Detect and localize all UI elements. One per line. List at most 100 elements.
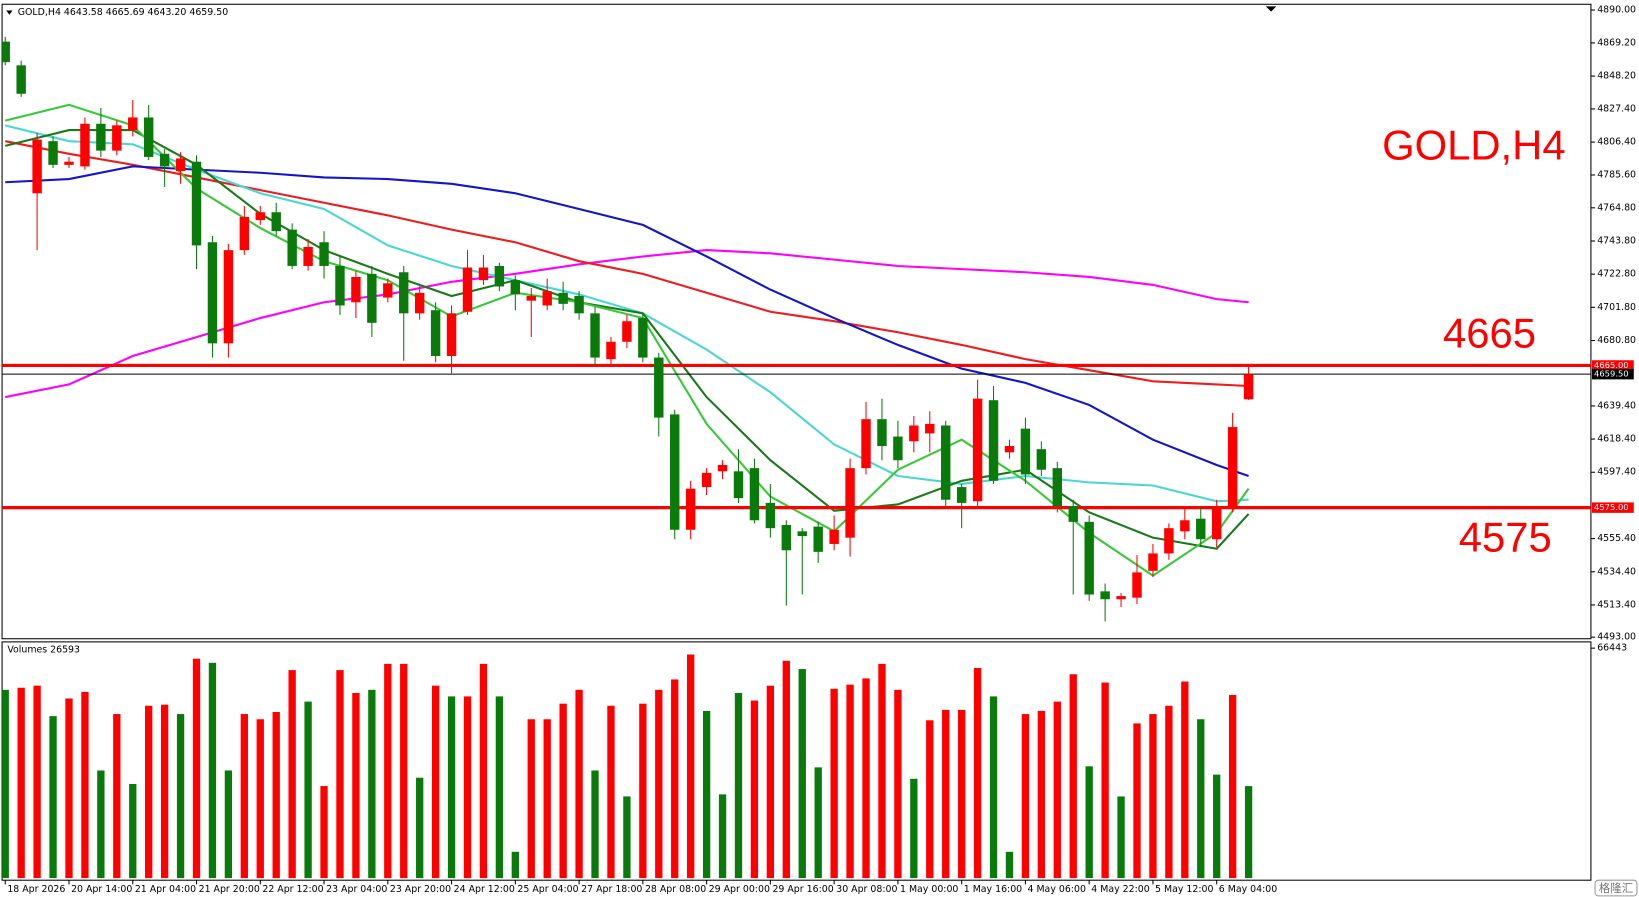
candle-body [1020,428,1031,475]
volume-bar [734,692,743,879]
candle-body [48,141,58,165]
candle-body [797,531,807,537]
volume-bar [1069,674,1077,879]
volume-bar [671,679,679,879]
volume-bar [1244,786,1253,879]
y-tick-label: 4722.80 [1597,269,1636,280]
x-tick-label: 28 Apr 08:00 [645,884,706,895]
candle-body [829,529,839,544]
y-tick-label: 4743.80 [1597,235,1636,246]
volume-bar [1037,710,1046,879]
candle-body [367,273,377,323]
volume-bar [368,689,376,879]
price-tag-label: 4659.50 [1594,369,1629,379]
candle-body [781,525,792,551]
candle-body [32,139,42,194]
volume-bar [431,685,440,879]
volume-bar [1053,701,1061,879]
y-tick-label: 4639.40 [1597,400,1636,411]
volume-bar [400,663,408,879]
candle-body [159,153,170,167]
candle-body [717,464,728,472]
volume-bar [129,783,137,879]
candle-body [462,267,473,312]
volume-bar [1181,681,1189,879]
candle-body [335,265,345,306]
volume-bar [910,778,918,879]
x-tick-label: 25 Apr 04:00 [517,884,578,895]
candle-body [909,425,919,442]
candle-body [972,398,983,502]
volume-bar [1133,723,1141,879]
candle-body [175,158,186,172]
candle-body [733,471,744,499]
volume-bar [942,709,950,879]
volume-bar [926,720,934,879]
volume-bar [878,663,886,879]
volume-bar [1005,851,1014,879]
candle-body [303,246,313,266]
volume-bar [655,689,663,879]
volume-bar [2,689,9,879]
volume-bar [384,663,392,879]
candle-body [1100,591,1110,600]
x-tick-label: 22 Apr 12:00 [262,884,323,895]
volume-bar [97,770,105,879]
x-tick-label: 21 Apr 04:00 [135,884,196,895]
candle-body [207,242,218,344]
volume-bar [973,668,982,879]
candle-body [1116,596,1126,600]
candle-body [510,280,521,295]
x-tick-label: 1 May 16:00 [964,884,1022,895]
volume-bar [336,670,344,879]
candle-body [765,502,776,529]
volume-bar [479,663,488,879]
y-tick-label: 4701.80 [1597,302,1636,313]
candle-body [701,472,712,488]
candle-body [1084,521,1094,595]
candle-body [383,283,393,298]
volume-bar [176,714,185,879]
volume-bar [527,719,535,879]
x-tick-label: 20 Apr 14:00 [71,884,132,895]
candle-body [956,487,967,503]
volume-bar [1213,774,1221,879]
volume-bar [495,696,504,879]
x-tick-label: 1 May 00:00 [900,884,958,895]
candle-body [1052,468,1063,507]
volume-bar [208,662,217,879]
volume-bar [782,660,790,879]
volume-bar [957,709,966,879]
volume-bar [256,719,264,879]
volume-label: Volumes 26593 [7,645,80,656]
x-tick-label: 18 Apr 2026 [7,884,65,895]
candle-body [1243,374,1254,400]
candle-body [64,161,74,165]
candle-body [2,41,10,63]
candle-body [606,341,616,360]
volume-bar [718,794,727,879]
volume-bar [846,684,854,879]
volume-bar [288,670,296,879]
y-tick-label: 4785.60 [1597,169,1636,180]
volume-bar [543,719,551,879]
menu-arrow [6,10,13,15]
candle-body [1004,446,1015,453]
candle-body [271,212,281,232]
candle-body [143,117,154,157]
candle-body [813,526,823,552]
volume-bar [304,701,312,879]
volume-bar [416,777,424,879]
x-tick-label: 6 May 04:00 [1219,884,1277,895]
y-tick-label: 4680.80 [1597,335,1636,346]
volume-bar [320,786,328,879]
volume-bar [1101,682,1109,879]
volume-bar [1117,796,1125,879]
candle-body [287,229,297,266]
candle-body [941,425,951,500]
level-annotation: 4575 [1459,514,1552,561]
volume-bar [81,691,89,879]
candle-body [80,123,90,167]
volume-bar [862,678,870,879]
